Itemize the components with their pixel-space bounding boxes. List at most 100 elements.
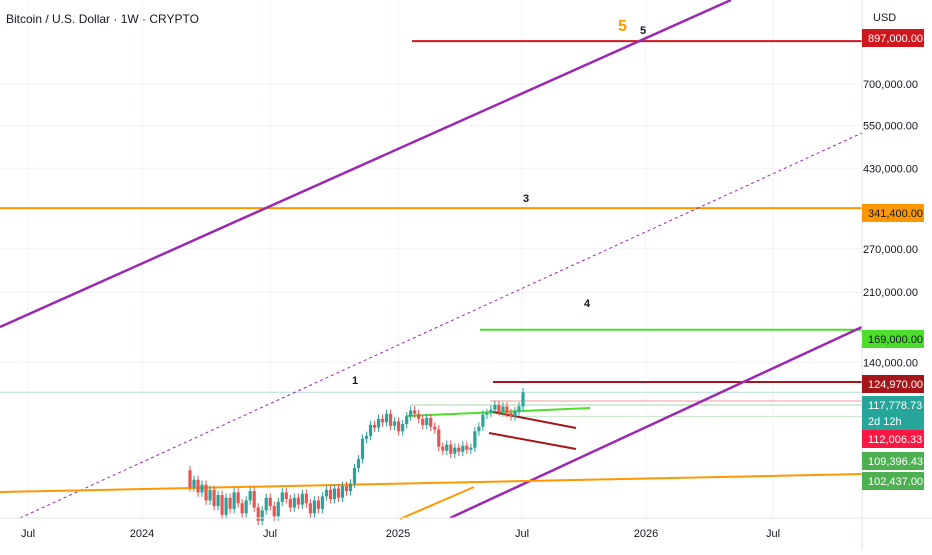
candle-body xyxy=(232,492,236,509)
candle-body xyxy=(320,496,324,509)
candle-body xyxy=(312,500,316,514)
candle-body xyxy=(328,489,333,500)
candle-body xyxy=(493,404,497,410)
candle-body xyxy=(453,447,457,454)
candle-body xyxy=(192,479,196,488)
wave-label-4: 4 xyxy=(584,298,591,310)
candle-body xyxy=(461,445,465,452)
candle-body xyxy=(449,444,453,454)
price-label-text: 102,437.00 xyxy=(868,476,923,488)
purple-channel-lower xyxy=(449,325,863,520)
candle-body xyxy=(324,489,329,497)
candle-body xyxy=(348,483,353,492)
x-axis-ticks: Jul 2024 Jul 2025 Jul 2026 Jul xyxy=(21,528,780,540)
candle-body xyxy=(268,497,272,507)
orange-trend-short xyxy=(399,486,475,520)
y-tick-label: 430,000.00 xyxy=(863,163,918,175)
price-label-text: 2d 12h xyxy=(868,416,902,428)
candle-body xyxy=(517,406,521,412)
candle-body xyxy=(457,447,461,452)
candle-body xyxy=(260,510,264,521)
candle-body xyxy=(380,418,385,423)
price-label-box xyxy=(862,430,924,448)
price-label-box xyxy=(862,375,924,393)
candle-body xyxy=(352,468,357,484)
price-label-box xyxy=(862,204,924,222)
red-wedge-upper xyxy=(492,411,577,429)
wave-label-5-orange: 5 xyxy=(618,18,627,35)
candle-body xyxy=(292,497,296,508)
candle-body xyxy=(200,484,204,493)
x-tick-label: 2024 xyxy=(130,528,154,540)
candle-body xyxy=(397,421,401,432)
candle-body xyxy=(300,493,304,505)
x-tick-label: Jul xyxy=(21,528,35,540)
candle-body xyxy=(208,489,212,501)
candle-body xyxy=(188,470,192,488)
candle-body xyxy=(509,412,513,417)
candle-body xyxy=(316,500,320,509)
red-wedge-lower xyxy=(488,432,577,450)
currency-label[interactable]: USD xyxy=(873,12,897,24)
x-tick-label: 2026 xyxy=(634,528,658,540)
candles xyxy=(188,387,525,526)
candle-body xyxy=(441,446,445,451)
wave-label-5: 5 xyxy=(640,25,646,37)
candle-body xyxy=(228,497,232,509)
price-label-text: 169,000.00 xyxy=(868,334,923,346)
candle-body xyxy=(445,444,449,451)
candle-body xyxy=(425,417,429,425)
y-tick-label: 140,000.00 xyxy=(863,357,918,369)
candle-body xyxy=(256,507,260,521)
candle-body xyxy=(360,438,365,460)
candle-body xyxy=(469,447,473,450)
candle-body xyxy=(505,406,509,413)
candle-body xyxy=(384,413,389,423)
purple-dashed-midline xyxy=(19,132,863,519)
price-level-lines xyxy=(0,40,862,417)
candle-body xyxy=(497,404,501,412)
candle-body xyxy=(284,492,288,500)
candle-body xyxy=(340,485,345,498)
candle-body xyxy=(433,426,437,430)
candle-body xyxy=(372,424,377,428)
price-label-text: 124,970.00 xyxy=(868,379,923,391)
candle-body xyxy=(272,506,276,517)
candle-body xyxy=(204,484,208,501)
wave-label-1: 1 xyxy=(352,375,358,387)
candle-body xyxy=(344,485,349,492)
candle-body xyxy=(296,497,300,505)
candle-body xyxy=(437,429,441,447)
y-tick-label: 550,000.00 xyxy=(863,121,918,133)
price-labels: 897,000.00 341,400.00 169,000.00 124,970.00… xyxy=(862,29,924,490)
candle-body xyxy=(401,424,405,432)
candle-body xyxy=(288,499,292,508)
candle-body xyxy=(393,421,397,426)
candle-body xyxy=(276,501,280,517)
candle-body xyxy=(501,406,505,412)
candle-body xyxy=(481,414,485,427)
price-label-text: 109,396.43 xyxy=(868,456,923,468)
y-tick-label: 210,000.00 xyxy=(863,287,918,299)
candle-body xyxy=(332,488,337,500)
candle-body xyxy=(405,416,409,425)
candle-body xyxy=(417,413,421,419)
trend-drawings xyxy=(0,0,863,520)
candle-body xyxy=(429,417,433,427)
orange-trend-support xyxy=(0,473,863,493)
candle-body xyxy=(521,392,525,407)
price-label-box xyxy=(862,412,924,430)
candle-body xyxy=(240,503,244,514)
y-axis-ticks: 700,000.00 550,000.00 430,000.00 270,000.00… xyxy=(863,79,918,369)
candle-body xyxy=(465,445,469,450)
price-label-box xyxy=(862,29,924,47)
candle-body xyxy=(421,418,425,425)
price-label-box xyxy=(862,396,924,414)
price-label-text: 112,006.33 xyxy=(868,434,922,446)
candle-body xyxy=(304,493,308,504)
candle-body xyxy=(196,479,200,493)
candle-body xyxy=(308,503,312,514)
candle-body xyxy=(477,426,481,432)
